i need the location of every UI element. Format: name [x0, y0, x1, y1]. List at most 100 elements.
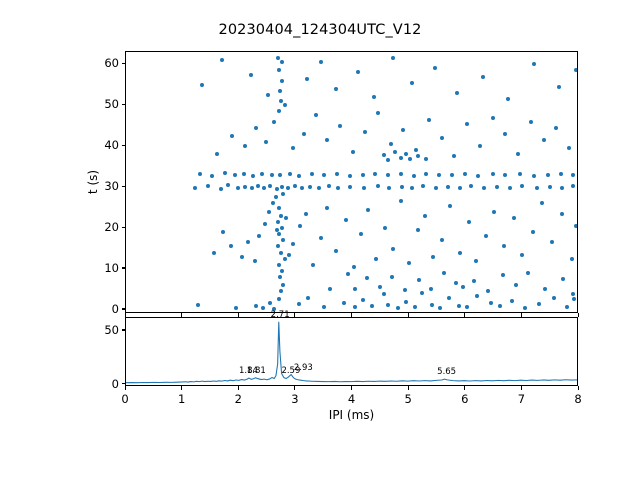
scatter-y-tick — [121, 185, 125, 187]
scatter-point — [282, 103, 287, 108]
scatter-point — [309, 172, 314, 177]
scatter-point — [232, 173, 237, 178]
scatter-point — [511, 215, 516, 220]
scatter-y-tick-label: 50 — [104, 97, 119, 112]
hist-x-tick — [464, 386, 466, 390]
hist-x-tick-label: 2 — [234, 392, 242, 406]
scatter-y-tick — [121, 267, 125, 269]
scatter-point — [210, 173, 215, 178]
hist-x-tick-label: 6 — [461, 392, 469, 406]
scatter-point — [422, 213, 427, 218]
hist-y-tick — [121, 383, 125, 385]
scatter-point — [305, 76, 310, 81]
histogram-peak-label: 1.84 — [238, 366, 258, 377]
scatter-point — [251, 174, 256, 179]
scatter-point — [566, 146, 571, 151]
scatter-point — [392, 150, 397, 155]
scatter-point — [489, 300, 494, 305]
scatter-point — [278, 275, 283, 280]
scatter-point — [400, 185, 405, 190]
scatter-point — [345, 271, 350, 276]
scatter-point — [446, 296, 451, 301]
scatter-point — [503, 131, 508, 136]
hist-x-tick — [351, 386, 353, 390]
scatter-point — [464, 305, 469, 310]
scatter-point — [421, 184, 426, 189]
scatter-point — [280, 269, 285, 274]
scatter-y-tick — [121, 62, 125, 64]
scatter-point — [302, 131, 307, 136]
scatter-point — [551, 295, 556, 300]
scatter-point — [326, 184, 331, 189]
scatter-y-tick — [121, 308, 125, 310]
scatter-point — [526, 271, 531, 276]
hist-x-tick-label: 0 — [121, 392, 129, 406]
scatter-point — [480, 74, 485, 79]
scatter-point — [291, 146, 296, 151]
scatter-point — [494, 185, 499, 190]
scatter-point — [473, 258, 478, 263]
scatter-point — [282, 256, 287, 261]
histogram-peak-label: 5.65 — [437, 366, 457, 377]
scatter-point — [517, 171, 522, 176]
scatter-point — [434, 186, 439, 191]
scatter-point — [398, 199, 403, 204]
scatter-point — [510, 298, 515, 303]
scatter-point — [347, 173, 352, 178]
scatter-point — [274, 228, 279, 233]
scatter-point — [275, 244, 280, 249]
scatter-point — [385, 158, 390, 163]
scatter-point — [281, 192, 286, 197]
scatter-point — [319, 60, 324, 65]
scatter-y-tick — [121, 226, 125, 228]
scatter-point — [560, 185, 564, 190]
scatter-point — [241, 172, 246, 177]
scatter-point — [476, 173, 481, 178]
hist-x-tick-label: 4 — [347, 392, 356, 406]
hist-y-tick-label: 50 — [104, 322, 119, 337]
scatter-point — [276, 109, 281, 114]
histogram-line-chart — [126, 321, 577, 384]
scatter-plot-axes — [125, 51, 578, 313]
scatter-point — [342, 301, 346, 306]
scatter-point — [545, 172, 550, 177]
scatter-point — [298, 223, 303, 228]
hist-x-tick-label: 7 — [517, 392, 526, 406]
scatter-point — [475, 293, 480, 298]
scatter-point — [253, 258, 258, 263]
scatter-point — [325, 138, 330, 143]
hist-x-tick-label: 3 — [291, 392, 299, 406]
scatter-point — [404, 152, 409, 157]
scatter-point — [316, 185, 321, 190]
scatter-point — [287, 252, 292, 257]
scatter-point — [436, 173, 441, 178]
scatter-point — [234, 305, 239, 310]
scatter-point — [278, 88, 283, 93]
scatter-point — [472, 279, 477, 284]
scatter-point — [570, 256, 575, 261]
scatter-point — [531, 62, 536, 67]
scatter-point — [308, 184, 313, 189]
scatter-point — [277, 232, 282, 237]
scatter-point — [520, 252, 525, 257]
scatter-point — [214, 152, 219, 157]
scatter-y-tick-label: 20 — [104, 220, 119, 235]
scatter-point — [408, 157, 413, 162]
scatter-point — [361, 186, 366, 191]
scatter-point — [343, 217, 348, 222]
scatter-point — [242, 144, 247, 149]
scatter-point — [291, 242, 296, 247]
scatter-point — [254, 303, 259, 308]
scatter-point — [254, 125, 259, 130]
scatter-point — [347, 184, 352, 189]
scatter-point — [402, 288, 407, 293]
scatter-point — [374, 256, 379, 261]
scatter-point — [322, 173, 327, 178]
scatter-point — [492, 209, 497, 214]
scatter-point — [513, 283, 518, 288]
scatter-point — [288, 171, 293, 176]
scatter-point — [313, 113, 318, 118]
scatter-point — [278, 250, 283, 255]
scatter-point — [564, 304, 569, 309]
scatter-point — [424, 156, 429, 161]
